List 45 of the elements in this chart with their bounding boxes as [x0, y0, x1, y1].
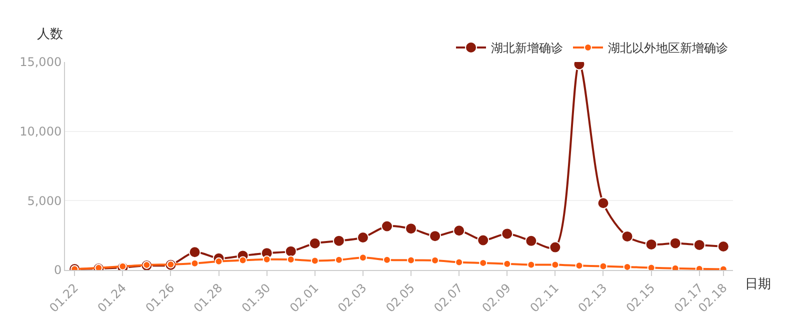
- point: [647, 264, 656, 270]
- point: [549, 241, 562, 254]
- point: [551, 260, 560, 269]
- point: [575, 262, 584, 270]
- point: [503, 260, 512, 268]
- y-tick-label: 5,000: [27, 194, 62, 208]
- point: [238, 256, 247, 264]
- legend-label: 湖北以外地区新增确诊: [608, 41, 728, 56]
- point: [621, 230, 634, 242]
- point: [693, 238, 706, 251]
- point: [669, 237, 682, 250]
- point: [645, 238, 658, 250]
- point: [332, 234, 345, 247]
- y-tick-label: 0: [54, 263, 62, 278]
- point: [262, 255, 271, 264]
- point: [525, 234, 538, 247]
- point: [334, 256, 343, 264]
- y-axis-title: 人数: [37, 27, 63, 42]
- point: [429, 230, 442, 242]
- point: [455, 258, 464, 266]
- point: [310, 256, 319, 265]
- point: [431, 256, 440, 264]
- point: [380, 220, 393, 232]
- point: [382, 256, 391, 264]
- point: [597, 197, 610, 210]
- point: [477, 234, 490, 246]
- legend-label: 湖北新增确诊: [491, 41, 563, 56]
- point: [453, 224, 466, 237]
- point: [599, 262, 608, 270]
- x-axis-title: 日期: [745, 277, 771, 292]
- point: [717, 240, 730, 253]
- point: [214, 257, 223, 266]
- point: [671, 264, 680, 270]
- point: [405, 222, 418, 235]
- point: [188, 246, 201, 258]
- point: [527, 260, 536, 269]
- y-tick-label: 15,000: [20, 55, 62, 70]
- point: [356, 231, 369, 244]
- point: [358, 254, 367, 262]
- point: [407, 256, 416, 264]
- point: [190, 259, 199, 268]
- point: [308, 237, 321, 250]
- point: [501, 228, 514, 240]
- point: [284, 245, 297, 258]
- y-tick-label: 10,000: [20, 124, 62, 139]
